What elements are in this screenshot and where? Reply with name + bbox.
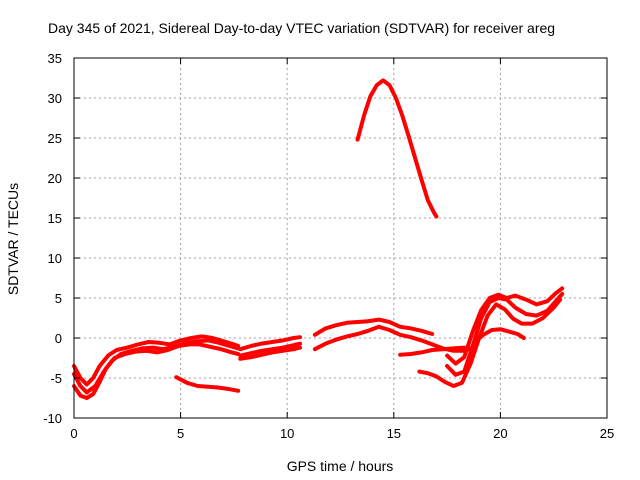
y-tick-label: 25: [48, 131, 62, 146]
series-track-14: [472, 327, 526, 344]
series-track-09: [312, 317, 435, 337]
series-track-04: [174, 375, 241, 393]
y-tick-label: 0: [55, 331, 62, 346]
y-axis-title: SDTVAR / TECUs: [5, 183, 21, 295]
series-track-02: [72, 338, 241, 395]
x-tick-label: 5: [177, 426, 184, 441]
y-tick-label: -10: [43, 411, 62, 426]
chart-title: Day 345 of 2021, Sidereal Day-to-day VTE…: [48, 20, 555, 36]
series-track-03: [72, 342, 241, 400]
series-track-12: [445, 292, 565, 377]
y-tick-label: -5: [50, 371, 62, 386]
series-track-15: [355, 78, 439, 219]
series-track-13: [445, 286, 565, 366]
y-tick-label: 35: [48, 51, 62, 66]
series-track-07: [238, 345, 302, 361]
grid: [74, 58, 607, 418]
plot-frame: [73, 57, 608, 419]
y-tick-label: 10: [48, 251, 62, 266]
y-tick-label: 5: [55, 291, 62, 306]
ticks: [73, 57, 608, 419]
x-tick-label: 25: [600, 426, 614, 441]
series-track-11: [417, 297, 563, 388]
x-tick-label: 0: [70, 426, 77, 441]
series-track-01: [72, 334, 241, 387]
x-tick-label: 10: [280, 426, 294, 441]
series-track-05: [238, 335, 302, 352]
series-track-06: [238, 341, 302, 358]
y-tick-label: 30: [48, 91, 62, 106]
x-axis-title: GPS time / hours: [287, 458, 394, 474]
y-tick-label: 20: [48, 171, 62, 186]
y-tick-label: 15: [48, 211, 62, 226]
tick-labels: 0 5 10 15 20 25 -10 -5 0 5 10 15 20 25 30 35: [43, 51, 614, 441]
x-tick-label: 15: [387, 426, 401, 441]
data-series: [72, 78, 565, 400]
x-tick-label: 20: [493, 426, 507, 441]
series-track-10: [398, 345, 467, 357]
